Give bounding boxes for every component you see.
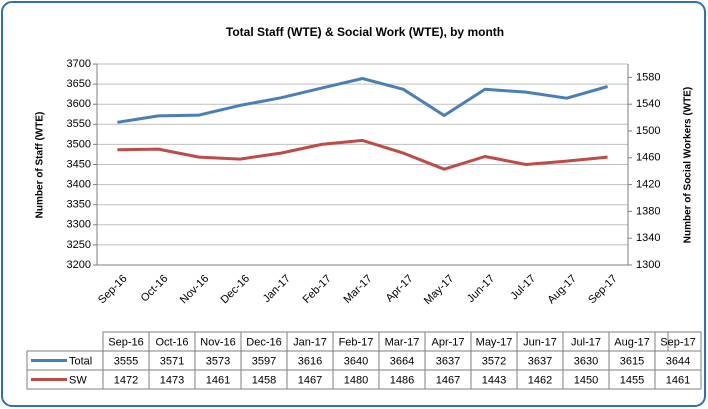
table-header: Feb-17	[339, 336, 374, 348]
y-tick-label: 3550	[67, 118, 91, 130]
table-header: May-17	[476, 336, 513, 348]
y-tick-label: 3500	[67, 138, 91, 150]
table-value: 1472	[114, 374, 138, 386]
table-value: 1486	[390, 374, 414, 386]
table-value: 3616	[298, 355, 322, 367]
table-value: 3664	[390, 355, 414, 367]
legend-label: Total	[69, 355, 92, 367]
table-value: 1450	[574, 374, 598, 386]
table-value: 1467	[436, 374, 460, 386]
y2-tick-label: 1420	[636, 179, 660, 191]
y-tick-label: 3600	[67, 98, 91, 110]
table-value: 3571	[160, 355, 184, 367]
table-cell	[654, 369, 702, 390]
table-value: 3630	[574, 355, 598, 367]
table-value: 3573	[206, 355, 230, 367]
table-value: 3644	[666, 355, 690, 367]
table-header: Mar-17	[385, 336, 420, 348]
table-value: 1461	[206, 374, 230, 386]
y2-tick-label: 1460	[636, 152, 660, 164]
table-header: Nov-16	[200, 336, 235, 348]
y-tick-label: 3700	[67, 58, 91, 70]
table-header: Sep-16	[108, 336, 143, 348]
table-header: Oct-16	[155, 336, 188, 348]
series-line	[117, 77, 609, 124]
y-tick-label: 3350	[67, 199, 91, 211]
y-tick-label: 3450	[67, 158, 91, 170]
y2-tick-label: 1500	[636, 125, 660, 137]
y-tick-label: 3200	[67, 259, 91, 271]
chart-title: Total Staff (WTE) & Social Work (WTE), b…	[226, 25, 504, 39]
y-tick-label: 3300	[67, 219, 91, 231]
table-value: 3615	[620, 355, 644, 367]
table-row-label-cell	[26, 369, 104, 390]
y2-tick-label: 1380	[636, 205, 660, 217]
y2-tick-label: 1300	[636, 259, 660, 271]
table-value: 1462	[528, 374, 552, 386]
legend-label: SW	[69, 374, 87, 386]
table-header: Jan-17	[293, 336, 327, 348]
table-header: Dec-16	[246, 336, 281, 348]
y2-tick-label: 1580	[636, 71, 660, 83]
table-value: 3572	[482, 355, 506, 367]
table-value: 3555	[114, 355, 138, 367]
table-header: Aug-17	[614, 336, 649, 348]
table-value: 1455	[620, 374, 644, 386]
table-value: 3637	[528, 355, 552, 367]
table-value: 3597	[252, 355, 276, 367]
y-tick-label: 3400	[67, 179, 91, 191]
table-header: Jul-17	[571, 336, 601, 348]
y2-tick-label: 1540	[636, 98, 660, 110]
table-value: 1473	[160, 374, 184, 386]
y2-tick-label: 1340	[636, 232, 660, 244]
series-line	[117, 138, 608, 171]
y2-axis-title: Number of Social Workers (WTE)	[683, 87, 694, 244]
table-value: 3640	[344, 355, 368, 367]
y-tick-label: 3250	[67, 239, 91, 251]
table-value: 1480	[344, 374, 368, 386]
y-tick-label: 3650	[67, 78, 91, 90]
table-header: Sep-17	[660, 336, 695, 348]
table-value: 1461	[666, 374, 690, 386]
table-header: Apr-17	[431, 336, 464, 348]
table-value: 1443	[482, 374, 506, 386]
table-value: 1467	[298, 374, 322, 386]
table-value: 1458	[252, 374, 276, 386]
table-header: Jun-17	[523, 336, 557, 348]
y-axis-title: Number of Staff (WTE)	[35, 112, 46, 219]
table-value: 3637	[436, 355, 460, 367]
